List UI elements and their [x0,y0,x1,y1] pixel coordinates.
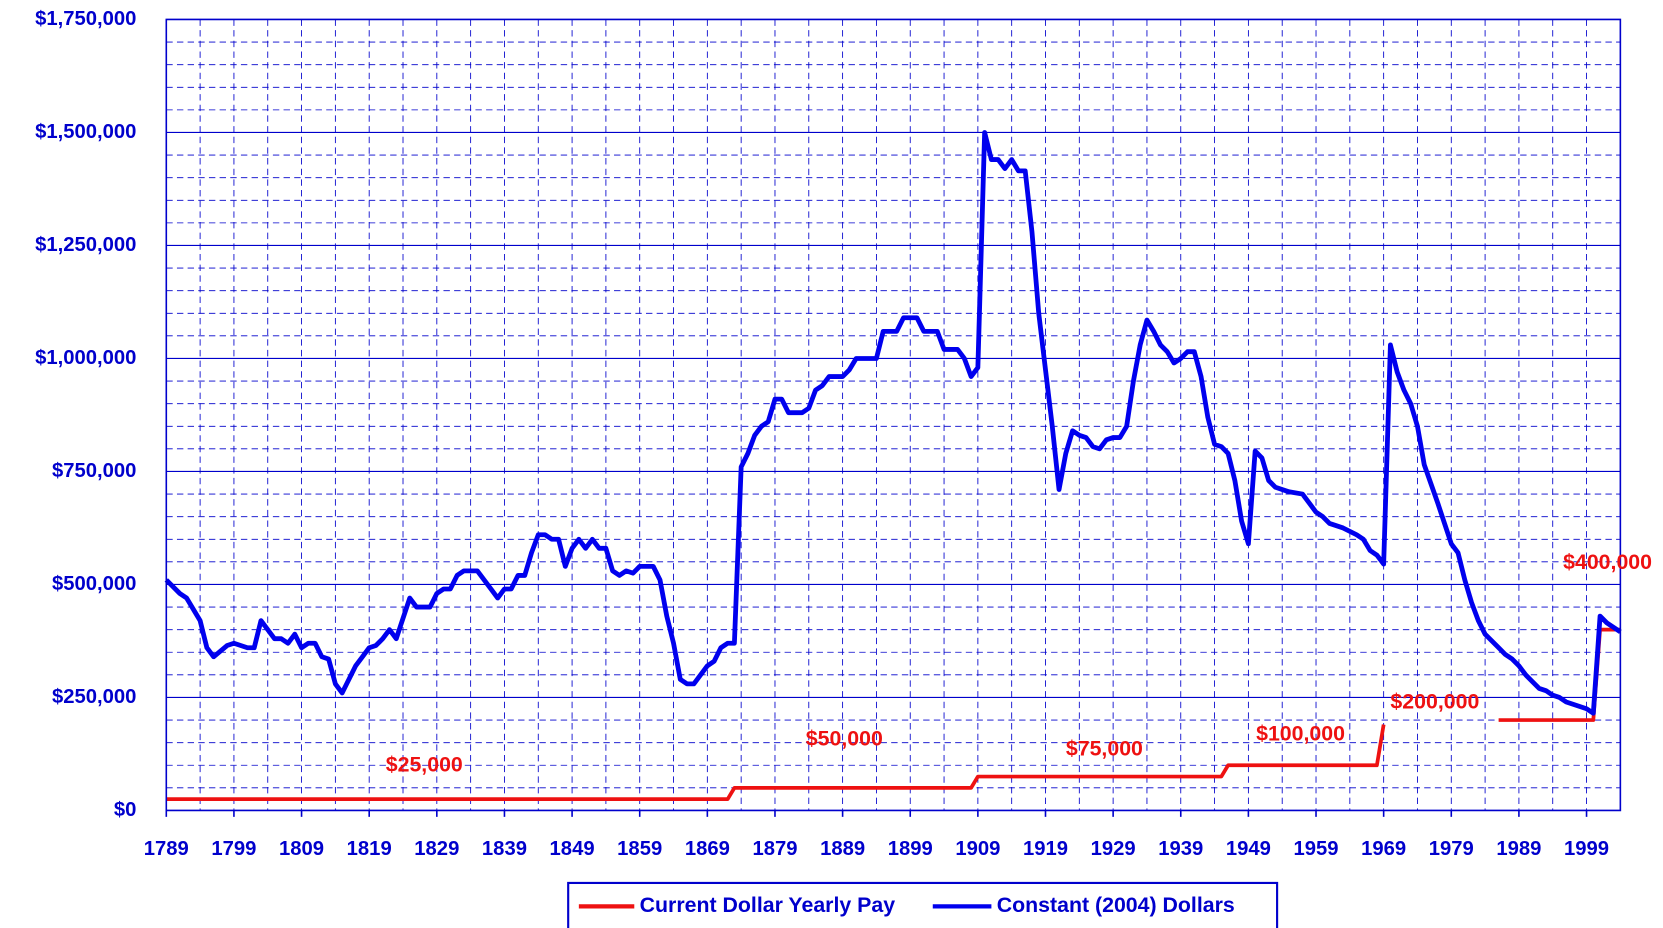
x-tick-label: 1929 [1091,838,1136,860]
legend: Current Dollar Yearly Pay Constant (2004… [567,881,1279,928]
x-tick-label: 1839 [482,838,527,860]
x-tick-label: 1879 [752,838,797,860]
y-tick-label: $0 [114,799,137,821]
x-tick-label: 1819 [347,838,392,860]
y-tick-label: $500,000 [52,573,136,595]
y-tick-label: $1,500,000 [35,121,136,143]
y-tick-label: $1,000,000 [35,347,136,369]
x-tick-label: 1789 [144,838,189,860]
x-tick-label: 1999 [1564,838,1609,860]
y-tick-label: $1,250,000 [35,234,136,256]
x-tick-label: 1869 [685,838,730,860]
x-tick-label: 1859 [617,838,662,860]
annotation: $50,000 [806,727,883,751]
x-tick-label: 1969 [1361,838,1406,860]
x-tick-label: 1829 [414,838,459,860]
x-tick-label: 1919 [1023,838,1068,860]
legend-box [567,881,1279,928]
x-tick-label: 1979 [1429,838,1474,860]
x-tick-label: 1939 [1158,838,1203,860]
annotation: $200,000 [1390,689,1479,713]
grid [165,18,1621,811]
annotation: $100,000 [1256,721,1345,745]
lines [164,130,1622,802]
x-tick-label: 1849 [550,838,595,860]
x-tick-label: 1899 [888,838,933,860]
x-tick-label: 1889 [820,838,865,860]
y-tick-label: $1,750,000 [35,8,136,30]
y-tick-label: $250,000 [52,686,136,708]
plot-border [165,18,1622,812]
y-tick-label: $750,000 [52,460,136,482]
x-tick-label: 1959 [1293,838,1338,860]
x-tick-label: 1799 [211,838,256,860]
annotation: $400,000 [1563,550,1652,574]
annotation: $25,000 [386,752,463,776]
annotation: $75,000 [1066,736,1143,760]
series-line [166,627,1621,802]
series-line [164,130,1622,716]
x-tick-label: 1909 [955,838,1000,860]
legend-label: Current Dollar Yearly Pay [640,893,896,917]
x-tick-label: 1809 [279,838,324,860]
legend-label: Constant (2004) Dollars [997,893,1235,917]
x-tick-label: 1989 [1496,838,1541,860]
x-tick-label: 1949 [1226,838,1271,860]
